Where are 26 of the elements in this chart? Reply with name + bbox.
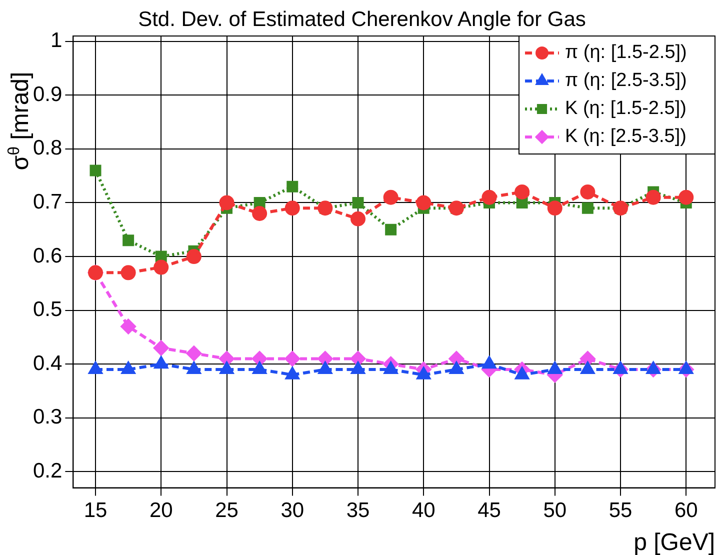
legend-label: π (η: [2.5-3.5]) — [565, 70, 687, 92]
y-tick-label: 0.3 — [32, 406, 62, 429]
y-tick-label: 0.4 — [32, 352, 63, 375]
x-tick-label: 20 — [149, 499, 173, 522]
x-tick-label: 35 — [346, 499, 370, 522]
y-tick-label: 0.9 — [32, 82, 62, 106]
y-tick-label: 0.5 — [32, 298, 62, 322]
x-tick-label: 60 — [674, 499, 698, 522]
x-axis-title: p [GeV] — [634, 529, 715, 555]
y-tick-label: 0.8 — [32, 136, 62, 160]
legend-label: K (η: [1.5-2.5]) — [565, 98, 686, 120]
x-tick-label: 50 — [543, 499, 567, 522]
legend-label: K (η: [2.5-3.5]) — [565, 126, 686, 148]
x-tick-label: 25 — [215, 499, 238, 522]
y-tick-label: 0.2 — [32, 459, 62, 482]
y-tick-label: 0.7 — [32, 190, 62, 214]
y-axis-title: σθ [mrad] — [6, 72, 34, 170]
x-tick-label: 15 — [84, 499, 108, 522]
x-tick-label: 45 — [478, 499, 501, 522]
y-tick-label: 1 — [50, 29, 62, 52]
legend-label: π (η: [1.5-2.5]) — [565, 42, 687, 64]
x-tick-label: 30 — [280, 499, 304, 522]
y-tick-label: 0.6 — [32, 244, 62, 268]
chart-title: Std. Dev. of Estimated Cherenkov Angle for Gas — [138, 8, 586, 31]
x-tick-label: 55 — [608, 499, 632, 522]
x-tick-label: 40 — [412, 499, 436, 522]
